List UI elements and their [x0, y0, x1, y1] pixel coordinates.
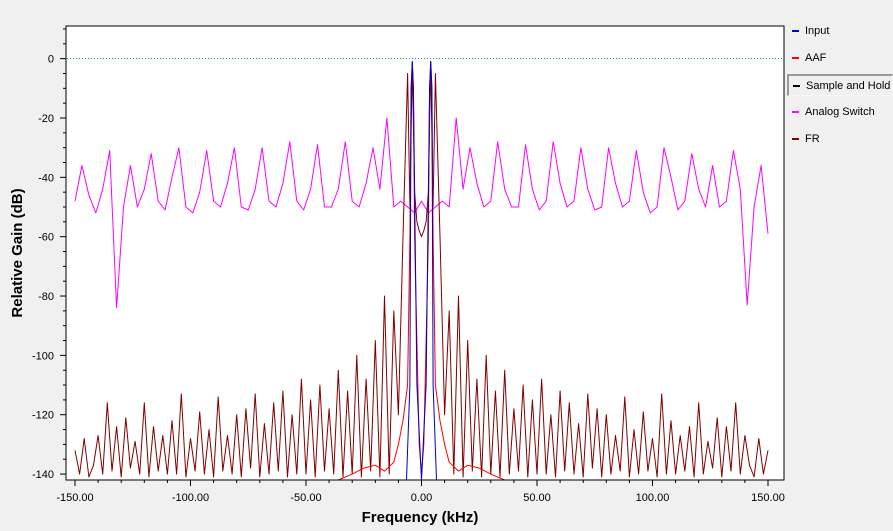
y-tick-label: 0 — [48, 54, 54, 66]
legend-item-sample-and-hold[interactable]: Sample and Hold — [787, 74, 893, 96]
legend-item-aaf[interactable]: AAF — [787, 47, 893, 69]
y-tick-label: -60 — [38, 232, 54, 244]
legend-item-analog-switch[interactable]: Analog Switch — [787, 101, 893, 123]
y-axis-ticks: 0 -20 -40 -60 -80 -100 -120 -140 — [32, 28, 66, 481]
y-tick-label: -80 — [38, 291, 54, 303]
legend-label-analog-switch: Analog Switch — [805, 106, 875, 118]
legend-label-input: Input — [805, 25, 830, 37]
legend-swatch-aaf — [792, 57, 799, 59]
y-tick-label: -140 — [32, 469, 54, 481]
x-tick-label: 50.00 — [523, 492, 551, 504]
legend-label-fr: FR — [805, 133, 820, 145]
legend-swatch-sample-and-hold — [793, 84, 800, 87]
x-axis-ticks: -150.00 -100.00 -50.00 0.00 50.00 100.00 150.0… — [56, 480, 785, 504]
legend-label-aaf: AAF — [805, 52, 827, 64]
legend-swatch-fr — [792, 138, 799, 140]
y-tick-label: -100 — [32, 350, 54, 362]
legend: Input AAF Sample and Hold Analog Switch … — [787, 20, 893, 155]
y-axis-title: Relative Gain (dB) — [9, 188, 26, 317]
x-tick-label: -50.00 — [290, 492, 321, 504]
x-tick-label: -100.00 — [172, 492, 209, 504]
legend-swatch-input — [792, 30, 799, 32]
series-line-analog-switch — [74, 117, 769, 309]
y-tick-label: -120 — [32, 410, 54, 422]
x-tick-label: -150.00 — [56, 492, 93, 504]
x-tick-label: 150.00 — [751, 492, 785, 504]
x-tick-label: 0.00 — [411, 492, 432, 504]
legend-swatch-analog-switch — [792, 111, 799, 113]
legend-label-sample-and-hold: Sample and Hold — [806, 79, 891, 92]
legend-item-input[interactable]: Input — [787, 20, 893, 42]
x-axis-title: Frequency (kHz) — [362, 509, 479, 526]
series-line-fr — [74, 61, 769, 478]
legend-item-fr[interactable]: FR — [787, 128, 893, 150]
y-tick-label: -20 — [38, 113, 54, 125]
x-tick-label: 100.00 — [636, 492, 670, 504]
y-tick-label: -40 — [38, 172, 54, 184]
